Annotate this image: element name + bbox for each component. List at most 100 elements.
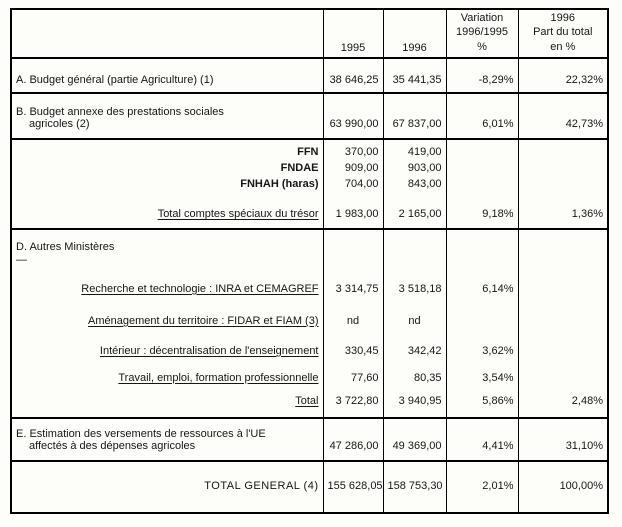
value-variation: [445, 297, 518, 330]
value-part: 100,00%: [517, 460, 608, 513]
value-part: 31,10%: [517, 417, 608, 462]
value-part-empty: [517, 297, 608, 330]
row-label: FNHAH (haras): [240, 178, 319, 190]
value-variation-empty: [445, 177, 518, 193]
value-1996: 3 518,18: [382, 266, 446, 298]
row-fndae: FNDAE 909,00 903,00: [11, 161, 608, 177]
value-variation: -8,29%: [445, 58, 518, 94]
row-label: FFN: [297, 146, 319, 158]
empty-cell: [382, 256, 446, 267]
value-part-empty: [517, 329, 608, 360]
header-col-variation: Variation 1996/1995 %: [445, 9, 518, 59]
dash-mark: —: [16, 256, 27, 266]
value-variation: 5,86%: [445, 386, 518, 419]
empty-cell: [445, 256, 518, 267]
row-label: Aménagement du territoire : FIDAR et FIA…: [88, 314, 319, 327]
value-part: 22,32%: [517, 58, 608, 94]
value-variation-empty: [445, 139, 518, 161]
empty-cell: [382, 229, 446, 256]
value-1995: 330,45: [322, 329, 383, 360]
value-part: 2,48%: [517, 386, 608, 419]
value-1996: 2 165,00: [382, 193, 446, 230]
value-part: 1,36%: [517, 193, 608, 230]
value-1995: 63 990,00: [322, 93, 383, 140]
value-variation: 3,54%: [445, 359, 518, 387]
value-1996: 843,00: [382, 177, 446, 193]
value-1995: 155 628,05: [322, 460, 383, 513]
row-label-line1: B. Budget annexe des prestations sociale…: [16, 106, 224, 118]
value-1995: 909,00: [322, 161, 383, 177]
value-variation: 6,01%: [445, 93, 518, 140]
value-1995: 1 983,00: [322, 193, 383, 230]
value-1996: 342,42: [382, 329, 446, 360]
value-1996: 80,35: [382, 359, 446, 387]
row-label: FNDAE: [280, 162, 319, 174]
row-label: Intérieur : décentralisation de l'enseig…: [99, 344, 319, 357]
value-variation: 6,14%: [445, 266, 518, 298]
value-part-empty: [517, 266, 608, 298]
empty-cell: [322, 229, 383, 256]
row-amenagement-territoire: Aménagement du territoire : FIDAR et FIA…: [11, 297, 608, 330]
row-d-dash: —: [11, 256, 608, 267]
value-variation: 4,41%: [445, 417, 518, 462]
value-1996: nd: [382, 297, 446, 330]
row-travail-emploi: Travail, emploi, formation professionnel…: [11, 359, 608, 387]
row-label: B. Budget annexe des prestations sociale…: [11, 93, 323, 140]
header-col-1996: 1996: [382, 9, 446, 59]
row-ffn: FFN 370,00 419,00: [11, 139, 608, 161]
value-part-empty: [517, 139, 608, 161]
value-1996: 419,00: [382, 139, 446, 161]
value-1995: 38 646,25: [322, 58, 383, 94]
row-a-budget-general: A. Budget général (partie Agriculture) (…: [11, 58, 608, 94]
section-d-label: D. Autres Ministères: [16, 241, 115, 253]
value-1996: 3 940,95: [382, 386, 446, 419]
value-1995: 77,60: [322, 359, 383, 387]
value-part-empty: [517, 161, 608, 177]
row-recherche-technologie: Recherche et technologie : INRA et CEMAG…: [11, 266, 608, 298]
empty-cell: [322, 256, 383, 267]
row-e-versements-ue: E. Estimation des versements de ressourc…: [11, 417, 608, 462]
row-b-budget-annexe: B. Budget annexe des prestations sociale…: [11, 93, 608, 140]
value-variation: 9,18%: [445, 193, 518, 230]
row-label-line2: affectés à des dépenses agricoles: [29, 439, 196, 452]
value-1996: 158 753,30: [382, 460, 446, 513]
value-1995: nd: [322, 297, 383, 330]
value-1995: 370,00: [322, 139, 383, 161]
value-1996: 903,00: [382, 161, 446, 177]
value-1995: 704,00: [322, 177, 383, 193]
header-corner-cell: [11, 9, 323, 59]
row-label: Total: [11, 386, 323, 419]
total-general-label: TOTAL GENERAL (4): [204, 479, 319, 492]
header-row: 1995 1996 Variation 1996/1995 % 1996 Par…: [11, 9, 608, 59]
value-variation-empty: [445, 161, 518, 177]
value-1995: 3 722,80: [322, 386, 383, 419]
empty-cell: [445, 229, 518, 256]
row-fnhah: FNHAH (haras) 704,00 843,00: [11, 177, 608, 193]
value-part-empty: [517, 177, 608, 193]
value-1996: 35 441,35: [382, 58, 446, 94]
row-d-total: Total 3 722,80 3 940,95 5,86% 2,48%: [11, 386, 608, 419]
value-variation: 2,01%: [445, 460, 518, 513]
row-interieur-decentralisation: Intérieur : décentralisation de l'enseig…: [11, 329, 608, 360]
value-variation: 3,62%: [445, 329, 518, 360]
row-total-comptes-speciaux: Total comptes spéciaux du trésor 1 983,0…: [11, 193, 608, 230]
empty-cell: [517, 256, 608, 267]
value-part-empty: [517, 359, 608, 387]
row-total-general: TOTAL GENERAL (4) 155 628,05 158 753,30 …: [11, 460, 608, 513]
header-col-part: 1996 Part du total en %: [517, 9, 608, 59]
value-part: 42,73%: [517, 93, 608, 140]
row-label: Total comptes spéciaux du trésor: [11, 193, 323, 230]
row-label: Travail, emploi, formation professionnel…: [118, 371, 319, 384]
value-1996: 67 837,00: [382, 93, 446, 140]
empty-cell: [517, 229, 608, 256]
row-label: A. Budget général (partie Agriculture) (…: [11, 58, 323, 94]
row-label: E. Estimation des versements de ressourc…: [11, 417, 323, 462]
row-label: Recherche et technologie : INRA et CEMAG…: [81, 282, 319, 295]
row-label-line2: agricoles (2): [29, 118, 90, 130]
value-1995: 47 286,00: [322, 417, 383, 462]
row-label-line1: E. Estimation des versements de ressourc…: [16, 427, 266, 440]
value-1996: 49 369,00: [382, 417, 446, 462]
budget-table: 1995 1996 Variation 1996/1995 % 1996 Par…: [10, 8, 609, 514]
value-1995: 3 314,75: [322, 266, 383, 298]
